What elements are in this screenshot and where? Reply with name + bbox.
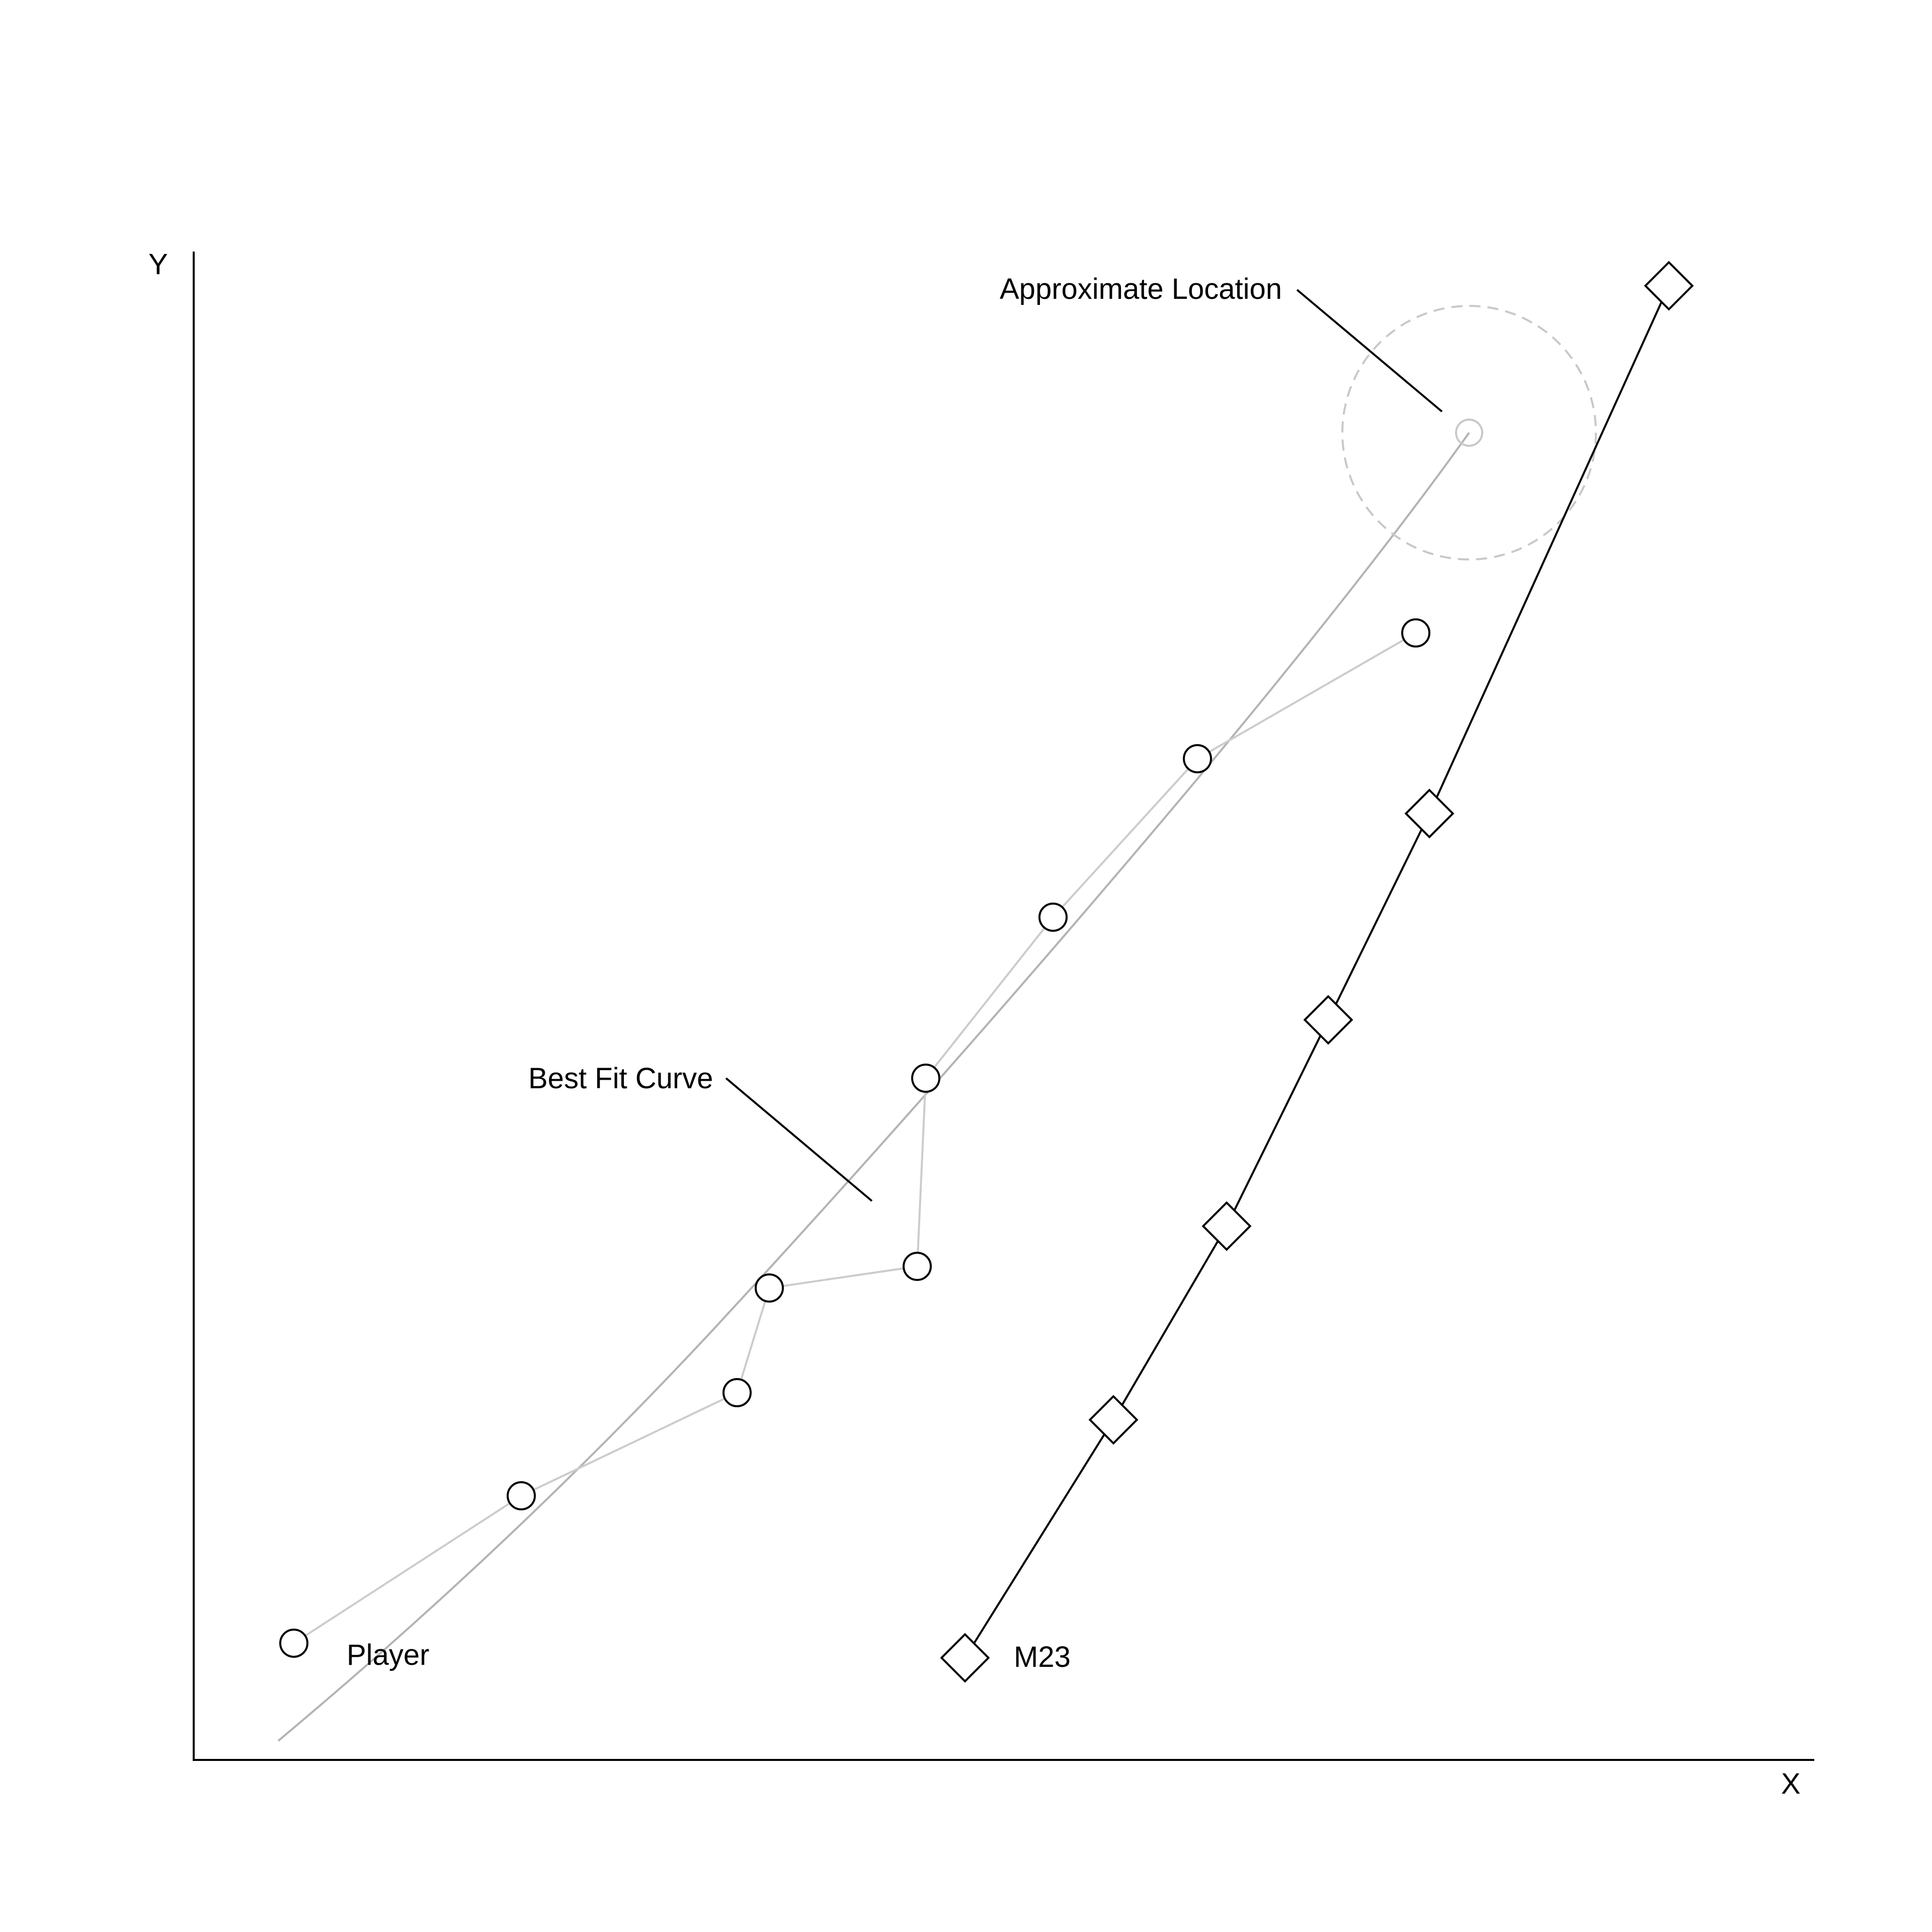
player-markers <box>279 618 1430 1658</box>
approximate-location-radius <box>1341 305 1597 560</box>
m23-markers <box>940 261 1694 1683</box>
approximate-location-marker <box>1455 419 1483 447</box>
y-axis-label: Y <box>148 248 168 281</box>
best-fit-leader-line <box>725 1077 873 1202</box>
m23-label: M23 <box>1014 1641 1071 1673</box>
best-fit-curve <box>277 432 1470 1742</box>
player-marker <box>1183 744 1212 773</box>
player-path-line <box>293 632 1416 1644</box>
m23-marker <box>1088 1395 1139 1445</box>
player-marker <box>903 1252 932 1281</box>
player-marker <box>911 1064 940 1093</box>
x-axis-label: X <box>1781 1767 1801 1800</box>
m23-marker <box>1404 788 1455 839</box>
best-fit-label: Best Fit Curve <box>528 1062 713 1095</box>
player-label: Player <box>347 1639 429 1671</box>
callouts: Best Fit Curve Approximate Location Play… <box>347 273 1443 1673</box>
player-marker <box>279 1629 308 1658</box>
m23-path-line <box>964 285 1670 1659</box>
approximate-location <box>1341 305 1597 560</box>
m23-marker <box>1201 1201 1252 1251</box>
player-marker <box>1401 618 1430 648</box>
axes: Y X <box>148 248 1814 1800</box>
m23-marker <box>940 1633 990 1683</box>
approximate-location-label: Approximate Location <box>1000 273 1282 305</box>
player-marker <box>1038 903 1068 932</box>
approximate-location-leader-line <box>1296 289 1443 413</box>
player-marker <box>755 1273 784 1303</box>
m23-marker <box>1303 995 1353 1045</box>
player-marker <box>722 1378 752 1407</box>
player-marker <box>507 1481 536 1510</box>
m23-marker <box>1644 261 1694 311</box>
